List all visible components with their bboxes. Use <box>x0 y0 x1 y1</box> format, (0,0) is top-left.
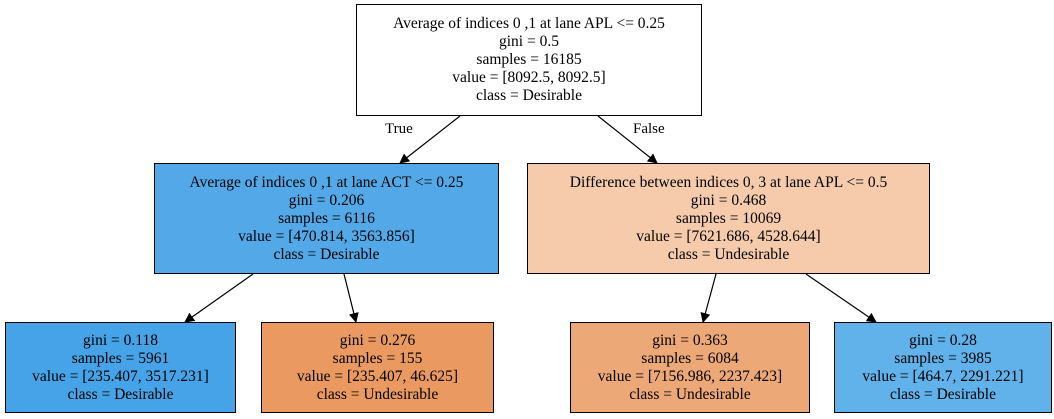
edge-left-to-left-right <box>343 273 359 323</box>
samples-value: samples = 5961 <box>71 349 170 367</box>
value-array: value = [7621.686, 4528.644] <box>636 227 821 245</box>
class-value: class = Desirable <box>273 245 380 263</box>
tree-leaf-right-left: gini = 0.363 samples = 6084 value = [715… <box>570 322 810 413</box>
tree-leaf-left-right: gini = 0.276 samples = 155 value = [235.… <box>261 322 494 413</box>
edge-root-to-right <box>597 115 658 164</box>
gini-value: gini = 0.468 <box>690 191 767 209</box>
value-array: value = [235.407, 46.625] <box>296 367 459 385</box>
gini-value: gini = 0.118 <box>83 331 158 349</box>
value-array: value = [8092.5, 8092.5] <box>452 69 606 86</box>
gini-value: gini = 0.28 <box>909 331 977 349</box>
edge-root-to-left <box>399 115 461 164</box>
edge-label-true: True <box>385 121 413 137</box>
gini-value: gini = 0.206 <box>288 191 365 209</box>
tree-leaf-left-left: gini = 0.118 samples = 5961 value = [235… <box>5 322 236 413</box>
value-array: value = [464.7, 2291.221] <box>862 367 1024 385</box>
tree-node-root: Average of indices 0 ,1 at lane APL <= 0… <box>356 4 702 116</box>
samples-value: samples = 16185 <box>476 51 582 68</box>
edge-right-to-right-right <box>805 273 877 323</box>
class-value: class = Undesirable <box>629 385 751 403</box>
samples-value: samples = 10069 <box>675 209 782 227</box>
split-condition: Difference between indices 0, 3 at lane … <box>569 173 888 191</box>
tree-node-left: Average of indices 0 ,1 at lane ACT <= 0… <box>154 163 499 274</box>
edge-label-false: False <box>633 121 665 137</box>
value-array: value = [470.814, 3563.856] <box>238 227 415 245</box>
class-value: class = Undesirable <box>316 385 439 403</box>
gini-value: gini = 0.363 <box>652 331 728 349</box>
edge-right-to-right-left <box>700 273 717 323</box>
gini-value: gini = 0.5 <box>499 33 559 50</box>
samples-value: samples = 6084 <box>641 349 739 367</box>
split-condition: Average of indices 0 ,1 at lane ACT <= 0… <box>189 173 464 191</box>
samples-value: samples = 3985 <box>894 349 992 367</box>
class-value: class = Undesirable <box>667 245 790 263</box>
class-value: class = Desirable <box>67 385 174 403</box>
samples-value: samples = 155 <box>332 349 423 367</box>
split-condition: Average of indices 0 ,1 at lane APL <= 0… <box>393 15 665 32</box>
class-value: class = Desirable <box>889 385 996 403</box>
tree-node-right: Difference between indices 0, 3 at lane … <box>527 163 930 274</box>
gini-value: gini = 0.276 <box>339 331 416 349</box>
edge-left-to-left-left <box>184 273 254 323</box>
value-array: value = [7156.986, 2237.423] <box>597 367 783 385</box>
value-array: value = [235.407, 3517.231] <box>32 367 209 385</box>
tree-leaf-right-right: gini = 0.28 samples = 3985 value = [464.… <box>834 322 1052 413</box>
class-value: class = Desirable <box>475 87 582 104</box>
samples-value: samples = 6116 <box>278 209 375 227</box>
